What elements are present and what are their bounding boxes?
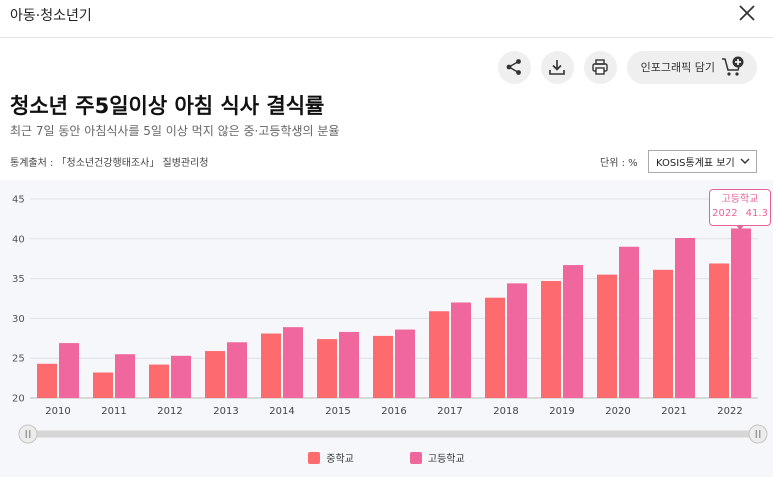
legend-swatch-high <box>409 451 422 464</box>
x-tick-label: 2012 <box>157 406 182 417</box>
tooltip-value: 41.3 <box>745 208 768 219</box>
bar-high-school <box>563 265 583 398</box>
bar-high-school <box>507 283 527 398</box>
bar-middle-school <box>653 269 673 398</box>
bar-high-school <box>451 302 471 398</box>
legend-label-high: 고등학교 <box>427 454 465 465</box>
x-tick-label: 2011 <box>101 406 126 417</box>
tooltip-arrow <box>736 225 744 230</box>
tooltip-series: 고등학교 <box>721 194 759 205</box>
cart-plus-icon <box>722 56 744 76</box>
bar-middle-school <box>317 339 337 398</box>
close-icon[interactable] <box>737 3 757 23</box>
bar-chart: 20 25 30 35 40 45 2010 2011 2012 2013 2014 2015 2016… <box>12 195 768 444</box>
print-button[interactable] <box>583 50 617 84</box>
x-tick-label: 2018 <box>493 406 518 417</box>
x-tick-label: 2017 <box>437 406 462 417</box>
bar-middle-school <box>373 335 393 398</box>
x-tick-label: 2019 <box>549 406 574 417</box>
page-title: 청소년 주5일이상 아침 식사 결식률 <box>10 94 325 118</box>
slider-handle-icon[interactable] <box>748 424 768 444</box>
bar-middle-school <box>709 263 729 398</box>
infographic-add-label: 인포그래픽 담기 <box>640 61 715 74</box>
kosis-table-button[interactable]: KOSIS통계표 보기 <box>648 150 757 173</box>
bar-middle-school <box>541 280 561 398</box>
bar-high-school <box>115 354 135 398</box>
kosis-button-label: KOSIS통계표 보기 <box>656 158 735 169</box>
page-subtitle: 최근 7일 동안 아침식사를 5일 이상 먹지 않은 중·고등학생의 분율 <box>10 124 340 138</box>
legend-item-middle[interactable]: 중학교 <box>308 450 354 465</box>
y-tick-label: 25 <box>12 354 25 365</box>
x-tick-label: 2015 <box>325 406 350 417</box>
bar-middle-school <box>93 372 113 398</box>
data-source: 통계출처 : 「청소년건강행태조사」 질병관리청 <box>10 158 209 169</box>
bar-high-school <box>59 343 79 398</box>
y-tick-label: 30 <box>12 314 25 325</box>
x-tick-label: 2014 <box>269 406 294 417</box>
bar-middle-school <box>37 363 57 398</box>
range-slider-track <box>28 430 758 438</box>
download-icon <box>549 60 565 75</box>
y-tick-label: 40 <box>12 234 25 245</box>
download-button[interactable] <box>540 50 574 84</box>
window-title: 아동·청소년기 <box>10 8 92 24</box>
x-tick-label: 2010 <box>45 406 70 417</box>
legend-label-middle: 중학교 <box>326 454 354 465</box>
chart-area: 20 25 30 35 40 45 2010 2011 2012 2013 2014 2015 2016… <box>0 180 773 477</box>
share-button[interactable] <box>497 50 531 84</box>
unit-label: 단위 : % <box>600 158 638 169</box>
bar-high-school <box>227 342 247 398</box>
bar-high-school <box>283 327 303 398</box>
y-tick-label: 35 <box>12 274 25 285</box>
bar-high-school <box>731 228 751 398</box>
chart-tooltip: 고등학교 2022 41.3 <box>709 189 771 226</box>
y-tick-label: 45 <box>12 195 25 206</box>
y-tick-label: 20 <box>12 394 25 405</box>
share-icon <box>506 59 522 75</box>
print-icon <box>592 59 608 75</box>
bar-middle-school <box>261 333 281 398</box>
bar-middle-school <box>429 311 449 398</box>
legend-item-high[interactable]: 고등학교 <box>409 450 465 465</box>
x-tick-label: 2020 <box>605 406 630 417</box>
toolbar: 인포그래픽 담기 <box>497 50 757 84</box>
tooltip-year: 2022 <box>712 208 738 219</box>
bar-middle-school <box>205 351 225 398</box>
legend-swatch-middle <box>308 451 321 464</box>
x-tick-label: 2022 <box>717 406 742 417</box>
x-tick-label: 2021 <box>661 406 686 417</box>
bar-middle-school <box>149 364 169 398</box>
bar-high-school <box>395 329 415 398</box>
infographic-add-button[interactable]: 인포그래픽 담기 <box>626 50 757 84</box>
x-tick-label: 2013 <box>213 406 238 417</box>
bar-high-school <box>171 355 191 398</box>
x-tick-label: 2016 <box>381 406 406 417</box>
slider-handle-icon[interactable] <box>18 424 38 444</box>
bar-high-school <box>675 238 695 398</box>
bar-high-school <box>339 331 359 398</box>
bar-middle-school <box>485 297 505 398</box>
chart-legend: 중학교 고등학교 <box>0 450 773 465</box>
window-header: 아동·청소년기 <box>0 0 773 38</box>
bar-high-school <box>619 246 639 398</box>
bar-middle-school <box>597 274 617 398</box>
chevron-down-icon <box>740 158 750 164</box>
